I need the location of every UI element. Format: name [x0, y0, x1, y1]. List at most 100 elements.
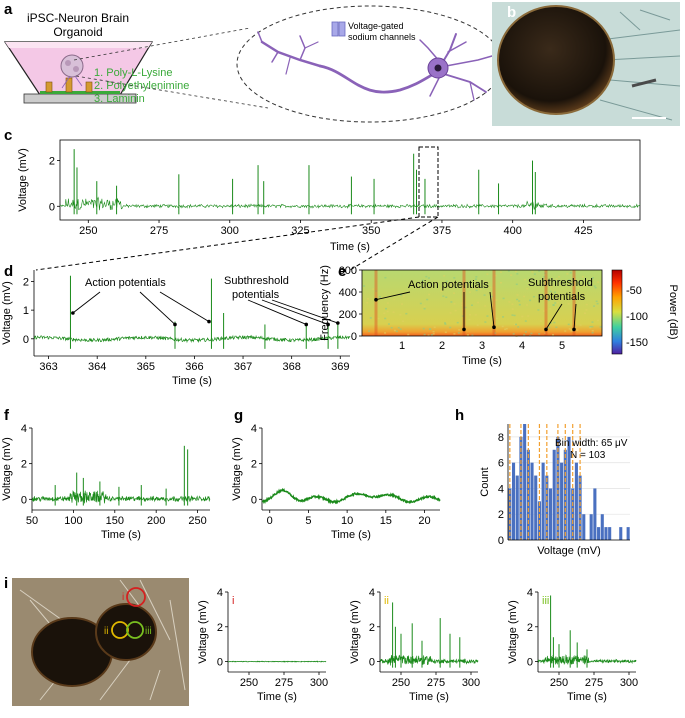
spectrogram-speckle — [549, 308, 552, 310]
chart-d: 363 364 365 366 367 368 369 0 1 2 Time (s) Voltage … — [1, 270, 351, 387]
spectrogram-speckle — [456, 321, 459, 324]
spectrogram-speckle — [532, 295, 535, 298]
spectrogram-speckle — [529, 299, 532, 302]
spectrogram-speckle — [468, 318, 471, 321]
voltage-trace — [59, 196, 641, 211]
arrow-head — [207, 319, 211, 324]
spectrogram-speckle — [531, 271, 534, 273]
spectrogram-speckle — [442, 295, 445, 297]
y-tick-label: 4 — [369, 587, 375, 599]
histogram-bar — [526, 449, 530, 540]
x-tick-label: 365 — [137, 361, 155, 373]
spectrogram-speckle — [518, 303, 521, 306]
spectrogram-speckle — [511, 303, 514, 305]
spectrogram-speckle — [458, 329, 461, 331]
annotation-arrow — [247, 299, 307, 325]
medium-surface — [5, 42, 152, 48]
x-tick-label: 325 — [291, 225, 309, 237]
spectrogram-speckle — [568, 328, 571, 330]
arrow-head — [572, 327, 576, 332]
y-tick-label: 2 — [217, 622, 223, 634]
spectrogram-speckle — [393, 298, 396, 301]
spectrogram-speckle — [395, 330, 398, 333]
trace-label: ii — [384, 595, 389, 607]
spectrogram-speckle — [444, 331, 447, 334]
spectrogram-speckle — [514, 270, 517, 273]
spectrogram-speckle — [558, 275, 561, 278]
spectrogram-speckle — [555, 326, 558, 328]
chart-f: 50 100 150 200 250 0 2 4 Time (s) Voltage (mV) — [1, 423, 211, 541]
histogram-bar — [552, 449, 556, 540]
x-tick-label: 5 — [305, 515, 311, 527]
histogram-bar — [556, 436, 560, 540]
electrode-circle-i — [126, 587, 146, 607]
spectrogram-speckle — [393, 329, 396, 332]
annotation-arrow — [159, 291, 210, 322]
spectrogram-speckle — [594, 286, 597, 289]
colorbar — [611, 269, 623, 355]
spectrogram-speckle — [423, 305, 426, 307]
spectrogram-speckle — [570, 330, 573, 332]
spectrogram-speckle — [407, 333, 410, 336]
spectrogram-speckle — [542, 310, 545, 312]
spectrogram-speckle — [386, 310, 389, 313]
spectrogram-speckle — [513, 323, 516, 326]
organoid-title-line1: iPSC-Neuron Brain — [27, 11, 129, 25]
x-tick-label: 350 — [362, 225, 380, 237]
spectrogram-speckle — [491, 295, 494, 298]
spectrogram-speckle — [578, 281, 581, 284]
spectrogram-speckle — [512, 333, 515, 335]
y-tick-label: 1 — [23, 305, 29, 317]
y-axis-label: Count — [479, 467, 491, 496]
spectrogram-speckle — [479, 288, 482, 290]
spectrogram-speckle — [366, 298, 369, 300]
spectrogram-speckle — [433, 326, 436, 329]
spectrogram-speckle — [449, 284, 452, 287]
spectrogram-speckle — [570, 329, 573, 331]
histogram-bar — [519, 436, 523, 540]
x-tick-label: 366 — [185, 361, 203, 373]
arrow-head — [326, 322, 330, 327]
y-tick-label: 0 — [527, 657, 533, 669]
spectrogram — [362, 270, 602, 336]
x-axis-label: Time (s) — [101, 529, 141, 541]
panel-label-f: f — [4, 407, 10, 424]
x-tick-label: 1 — [399, 340, 405, 352]
spectrogram-speckle — [461, 308, 464, 311]
histogram-bar — [574, 462, 578, 540]
spectrogram-speckle — [387, 323, 390, 325]
spectrogram-speckle — [510, 274, 513, 276]
spectrogram-speckle — [553, 291, 556, 294]
spectrogram-speckle — [567, 323, 570, 326]
electrode-pillar — [45, 81, 53, 93]
y-tick-label: 4 — [217, 587, 223, 599]
circle-label-iii: iii — [145, 626, 152, 637]
spectrogram-speckle — [566, 273, 569, 275]
spectrogram-speckle — [599, 326, 602, 328]
annotation-arrow — [489, 291, 495, 328]
spectrogram-speckle — [422, 287, 425, 290]
chart-e: 1 2 3 4 5 0 200 400 600 Time (s) Frequency (Hz) Act… — [319, 265, 679, 367]
y-tick-label: 0 — [351, 331, 357, 343]
y-tick-label: 0 — [369, 657, 375, 669]
plot-frame — [361, 269, 603, 337]
coating-label-2: 2. Polyethylenimine — [94, 80, 189, 92]
histogram-bar — [626, 527, 630, 540]
neuron-nucleus — [434, 64, 442, 72]
spectrogram-speckle — [585, 303, 588, 306]
spectrogram-speckle — [453, 303, 456, 305]
spectrogram-speckle — [384, 317, 387, 320]
histogram-bar — [530, 462, 534, 540]
spectrogram-speckle — [363, 285, 366, 287]
spectrogram-speckle — [425, 275, 428, 278]
spectrogram-speckle — [501, 325, 504, 328]
spectrogram-speckle — [392, 311, 395, 313]
spectrogram-speckle — [445, 296, 448, 298]
spectrogram-speckle — [486, 273, 489, 275]
panel-label-i: i — [4, 575, 8, 592]
spectrogram-speckle — [386, 302, 389, 304]
x-tick-label: 2 — [439, 340, 445, 352]
coating-layer — [40, 91, 120, 94]
spectrogram-speckle — [454, 309, 457, 312]
